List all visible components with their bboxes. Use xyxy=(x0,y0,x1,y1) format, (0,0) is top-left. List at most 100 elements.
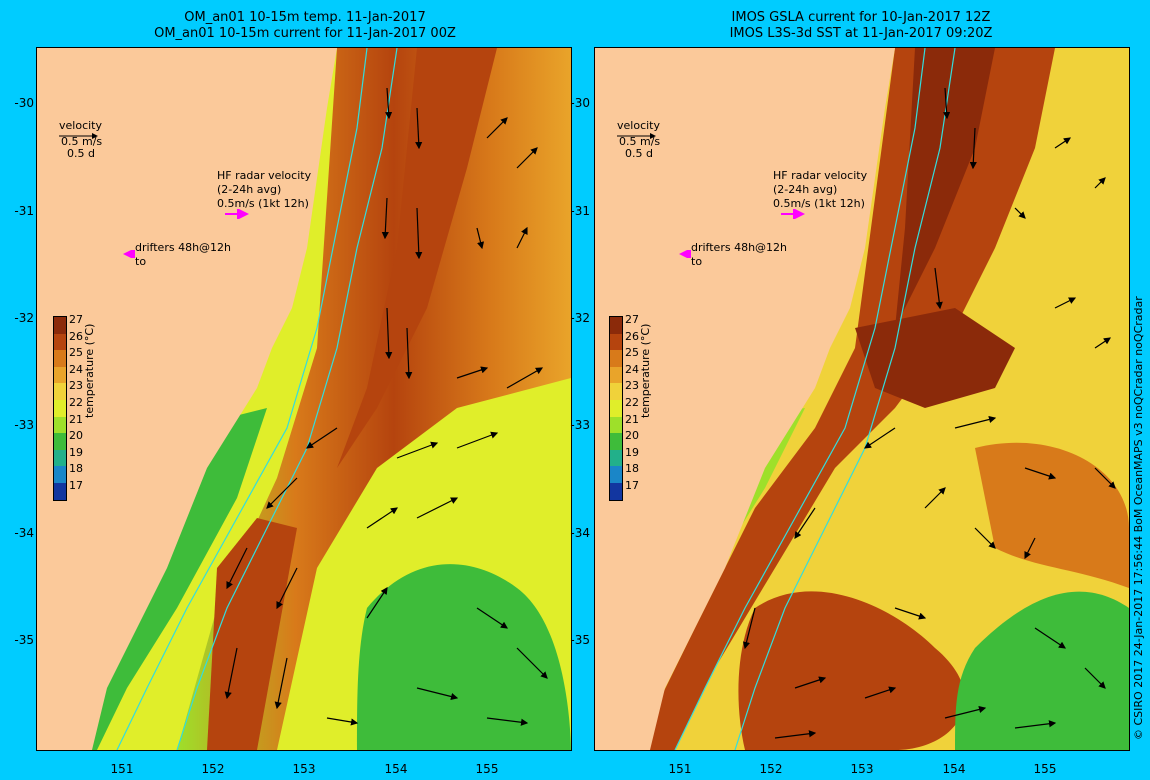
left-title: OM_an01 10-15m temp. 11-Jan-2017 OM_an01… xyxy=(40,10,570,42)
y-tick-label: -32 xyxy=(570,311,590,325)
colorbar-segment xyxy=(54,317,66,334)
hf-radar-legend-line3: 0.5m/s (1kt 12h) xyxy=(217,197,309,210)
colorbar-right-title: temperature (°C) xyxy=(639,323,652,418)
colorbar-tick-label: 23 xyxy=(625,379,639,393)
left-title-line2: OM_an01 10-15m current for 11-Jan-2017 0… xyxy=(154,26,456,41)
colorbar-tick-label: 17 xyxy=(625,479,639,492)
hf-radar-arrow xyxy=(781,209,805,219)
colorbar-tick-label: 17 xyxy=(69,479,83,492)
hf-radar-arrow xyxy=(225,209,249,219)
colorbar-segment xyxy=(54,482,66,500)
y-tick-label: -31 xyxy=(570,204,590,218)
colorbar-segment xyxy=(54,433,66,450)
colorbar-left xyxy=(53,316,67,501)
right-map: velocity 0.5 m/s 0.5 d HF radar velocity… xyxy=(594,47,1130,751)
colorbar-tick-label: 19 xyxy=(625,445,639,459)
current-hot-core xyxy=(895,48,995,328)
colorbar-segment xyxy=(54,366,66,384)
y-tick-label: -33 xyxy=(14,418,34,432)
hf-radar-legend-line3: 0.5m/s (1kt 12h) xyxy=(773,197,865,210)
drifters-arrow xyxy=(123,250,135,258)
y-tick-label: -35 xyxy=(14,633,34,647)
colorbar-segment xyxy=(610,466,622,483)
y-tick-label: -35 xyxy=(570,633,590,647)
velocity-arrows xyxy=(742,87,1116,739)
credit-text: © CSIRO 2017 24-Jan-2017 17:56:44 BoM Oc… xyxy=(1132,296,1145,740)
right-title-line2: IMOS L3S-3d SST at 11-Jan-2017 09:20Z xyxy=(729,26,993,41)
hot-eddy-north xyxy=(855,308,1015,408)
land-australia xyxy=(595,48,895,750)
hf-radar-legend-line2: (2-24h avg) xyxy=(773,183,838,196)
colorbar-segment xyxy=(610,333,622,351)
y-tick-label: -34 xyxy=(570,526,590,540)
y-tick-label: -31 xyxy=(14,204,34,218)
colorbar-tick-label: 25 xyxy=(69,346,83,360)
colorbar-tick-label: 24 xyxy=(69,362,83,376)
colorbar-segment xyxy=(54,466,66,483)
hf-radar-legend-line1: HF radar velocity xyxy=(217,169,312,182)
velocity-legend-label: velocity xyxy=(59,119,102,132)
colorbar-segment xyxy=(610,317,622,334)
left-map: velocity 0.5 m/s 0.5 d HF radar velocity… xyxy=(36,47,572,751)
colorbar-tick-label: 27 xyxy=(625,313,639,326)
colorbar-tick-label: 18 xyxy=(69,462,83,476)
velocity-legend-scale: 0.5 m/s xyxy=(61,135,103,148)
x-tick-label: 154 xyxy=(942,762,966,776)
left-map-svg xyxy=(37,48,571,750)
drifters-legend-line1: drifters 48h@12h xyxy=(135,241,232,254)
velocity-arrows xyxy=(224,87,548,726)
velocity-legend-label: velocity xyxy=(617,119,660,132)
velocity-legend-time: 0.5 d xyxy=(67,147,95,160)
colorbar-tick-label: 24 xyxy=(625,362,639,376)
colorbar-tick-label: 21 xyxy=(69,412,83,426)
x-tick-label: 151 xyxy=(668,762,692,776)
colorbar-segment xyxy=(610,433,622,450)
x-tick-label: 155 xyxy=(475,762,499,776)
x-tick-label: 153 xyxy=(292,762,316,776)
right-title-line1: IMOS GSLA current for 10-Jan-2017 12Z xyxy=(731,10,991,25)
colorbar-segment xyxy=(610,449,622,467)
colorbar-tick-label: 20 xyxy=(625,429,639,443)
colorbar-tick-label: 23 xyxy=(69,379,83,393)
colorbar-tick-label: 22 xyxy=(625,396,639,409)
isobath-line xyxy=(674,48,926,750)
drifters-legend-line2: to xyxy=(135,255,147,268)
colorbar-segment xyxy=(610,366,622,384)
hf-radar-legend-line2: (2-24h avg) xyxy=(217,183,282,196)
colorbar-tick-label: 18 xyxy=(625,462,639,476)
colorbar-tick-label: 25 xyxy=(625,346,639,360)
x-tick-label: 152 xyxy=(201,762,225,776)
velocity-legend-scale: 0.5 m/s xyxy=(619,135,661,148)
colorbar-segment xyxy=(54,350,66,367)
colorbar-tick-label: 22 xyxy=(69,396,83,409)
velocity-legend-arrow xyxy=(617,133,656,139)
velocity-legend-arrow xyxy=(59,133,98,139)
isobath-line xyxy=(116,48,368,750)
hf-radar-legend-line1: HF radar velocity xyxy=(773,169,868,182)
colorbar-segment xyxy=(610,399,622,417)
current-core xyxy=(635,48,1055,750)
land-australia xyxy=(37,48,337,750)
colorbar-tick-label: 21 xyxy=(625,412,639,426)
left-title-line1: OM_an01 10-15m temp. 11-Jan-2017 xyxy=(184,10,426,25)
warm-eddy-ring xyxy=(975,442,1129,588)
x-tick-label: 152 xyxy=(759,762,783,776)
colorbar-segment xyxy=(610,482,622,500)
colorbar-segment xyxy=(54,449,66,467)
drifters-legend-line1: drifters 48h@12h xyxy=(691,241,788,254)
colorbar-tick-label: 26 xyxy=(69,329,83,343)
colorbar-right xyxy=(609,316,623,501)
colorbar-left-title: temperature (°C) xyxy=(83,323,96,418)
colorbar-tick-label: 26 xyxy=(625,329,639,343)
colorbar-segment xyxy=(54,416,66,434)
colorbar-segment xyxy=(54,333,66,351)
y-tick-label: -30 xyxy=(14,96,34,110)
drifters-arrow xyxy=(679,250,691,258)
warm-loop-south xyxy=(738,591,965,750)
colorbar-segment xyxy=(610,383,622,400)
colorbar-segment xyxy=(610,350,622,367)
x-tick-label: 155 xyxy=(1033,762,1057,776)
x-tick-label: 153 xyxy=(850,762,874,776)
y-tick-label: -34 xyxy=(14,526,34,540)
y-tick-label: -30 xyxy=(570,96,590,110)
